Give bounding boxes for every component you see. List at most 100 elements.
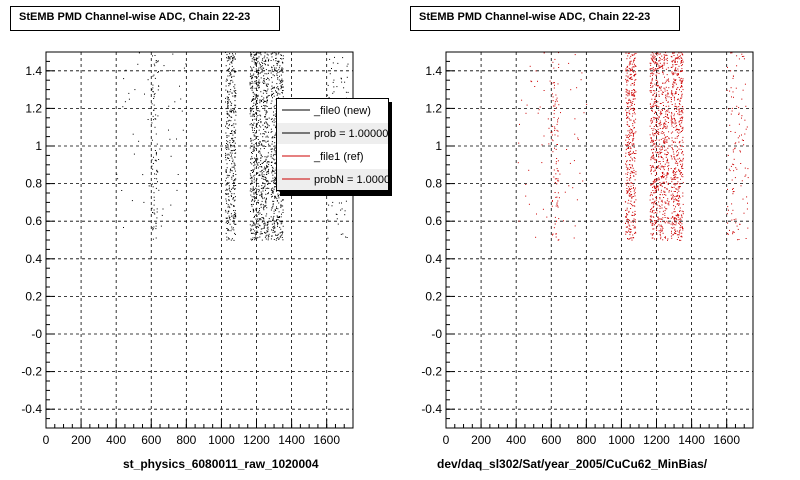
- data-point: [282, 68, 284, 70]
- data-point: [276, 220, 277, 221]
- data-point: [672, 197, 674, 199]
- data-point: [658, 106, 660, 108]
- data-point: [264, 205, 266, 207]
- data-point: [666, 74, 668, 76]
- data-point: [251, 239, 253, 241]
- data-point: [270, 165, 272, 166]
- data-point: [670, 217, 672, 219]
- data-point: [231, 226, 233, 228]
- data-point: [268, 233, 270, 235]
- data-point: [629, 74, 631, 76]
- data-point: [333, 79, 335, 81]
- data-point: [227, 220, 229, 222]
- data-point: [630, 108, 632, 110]
- data-point: [633, 66, 635, 68]
- data-point: [253, 196, 255, 198]
- data-point: [264, 168, 266, 169]
- data-point: [630, 185, 632, 187]
- data-point: [681, 62, 683, 63]
- data-point: [276, 83, 278, 85]
- data-point: [262, 187, 264, 188]
- data-point: [741, 134, 742, 136]
- data-point: [652, 94, 654, 96]
- data-point: [254, 233, 256, 235]
- data-point: [267, 228, 269, 230]
- data-point: [256, 77, 258, 79]
- data-point: [254, 191, 256, 193]
- legend: _file0 (new)prob = 1.000000_file1 (ref)p…: [276, 98, 392, 196]
- data-point: [249, 84, 251, 86]
- data-point: [261, 65, 263, 67]
- data-point: [679, 100, 681, 102]
- data-point: [234, 196, 236, 198]
- data-point: [267, 226, 269, 228]
- data-point: [672, 83, 674, 85]
- data-point: [629, 183, 631, 185]
- data-point: [264, 161, 266, 162]
- data-point: [257, 94, 259, 96]
- data-point: [681, 160, 683, 162]
- data-point: [273, 119, 275, 121]
- data-point: [258, 52, 260, 54]
- data-point: [681, 86, 683, 88]
- data-point: [651, 109, 653, 111]
- data-point: [233, 239, 235, 241]
- data-point: [275, 178, 277, 179]
- data-point: [653, 68, 655, 70]
- data-point: [671, 112, 673, 114]
- data-point: [664, 138, 666, 140]
- data-point: [679, 161, 681, 163]
- data-point: [681, 139, 683, 141]
- data-point: [673, 72, 674, 74]
- data-point: [235, 174, 237, 175]
- data-point: [265, 197, 267, 199]
- data-point: [271, 137, 273, 139]
- data-point: [631, 129, 633, 131]
- data-point: [234, 96, 236, 98]
- data-point: [664, 76, 665, 78]
- data-point: [625, 78, 627, 80]
- data-point: [277, 208, 279, 210]
- data-point: [273, 52, 275, 54]
- data-point: [265, 159, 267, 161]
- data-point: [629, 106, 631, 108]
- data-point: [554, 126, 556, 128]
- data-point: [634, 74, 636, 76]
- data-point: [674, 229, 676, 231]
- data-point: [227, 176, 229, 178]
- data-point: [654, 170, 656, 172]
- data-point: [251, 75, 253, 77]
- data-point: [682, 154, 684, 156]
- data-point: [225, 170, 227, 172]
- data-point: [280, 87, 282, 88]
- data-point: [658, 94, 660, 96]
- data-point: [272, 200, 274, 202]
- data-point: [251, 177, 253, 179]
- data-point: [274, 151, 276, 153]
- data-point: [671, 158, 673, 160]
- data-point: [254, 214, 256, 216]
- data-point: [651, 59, 653, 61]
- data-point: [258, 191, 260, 193]
- data-point: [230, 191, 232, 193]
- data-point: [116, 173, 118, 175]
- data-point: [231, 204, 233, 206]
- data-point: [555, 233, 557, 235]
- data-point: [675, 198, 676, 200]
- data-point: [679, 71, 681, 73]
- data-point: [182, 129, 184, 131]
- data-point: [253, 135, 255, 137]
- data-point: [270, 72, 272, 74]
- data-point: [235, 129, 237, 131]
- data-point: [631, 102, 633, 104]
- data-point: [634, 79, 636, 81]
- data-point: [271, 207, 273, 209]
- data-point: [627, 66, 629, 68]
- data-point: [267, 230, 269, 232]
- data-point: [652, 233, 654, 235]
- data-point: [279, 65, 281, 67]
- data-point: [744, 167, 746, 169]
- data-point: [254, 192, 256, 194]
- data-point: [275, 132, 277, 134]
- data-point: [155, 153, 157, 154]
